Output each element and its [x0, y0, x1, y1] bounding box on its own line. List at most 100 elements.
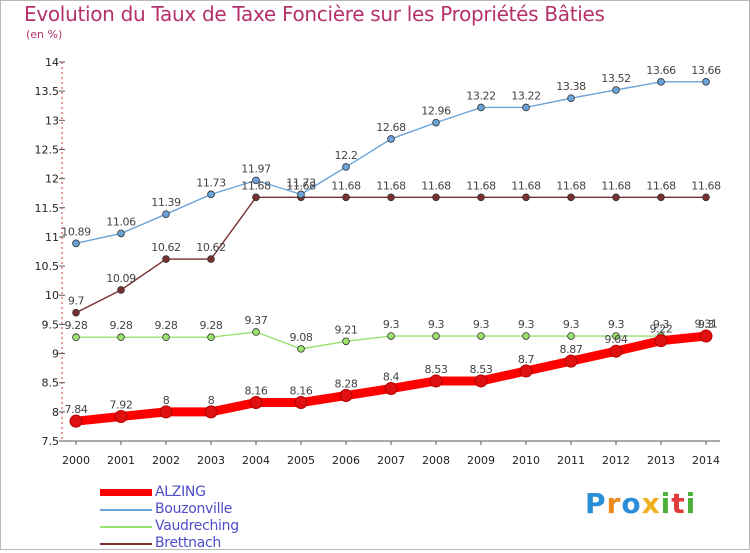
data-label: 11.68 [466, 179, 496, 192]
logo-letter: o [621, 487, 642, 520]
y-tick-label: 13.5 [35, 85, 60, 98]
x-tick-label: 2001 [107, 454, 135, 467]
data-label: 9.31 [695, 317, 718, 330]
data-point [162, 255, 170, 263]
data-point [522, 332, 530, 340]
data-label: 13.38 [556, 80, 586, 93]
y-tick-label: 11 [45, 231, 59, 244]
y-tick-label: 12 [45, 173, 59, 186]
data-point [654, 334, 668, 348]
data-label: 9.3 [473, 318, 490, 331]
data-label: 10.62 [151, 241, 181, 254]
data-point [384, 382, 398, 396]
chart-unit: (en %) [26, 28, 63, 41]
chart-title: Evolution du Taux de Taxe Foncière sur l… [24, 2, 605, 26]
data-point [294, 396, 308, 410]
data-label: 8.53 [470, 363, 493, 376]
data-point [657, 193, 665, 202]
x-tick-label: 2003 [197, 454, 225, 467]
data-point [612, 332, 620, 340]
data-point [117, 333, 125, 342]
data-point [297, 345, 305, 353]
data-label: 11.68 [421, 179, 451, 192]
data-point [522, 103, 530, 112]
data-label: 8.87 [560, 343, 583, 356]
data-point [159, 405, 173, 419]
data-point [117, 229, 125, 238]
x-tick-label: 2013 [647, 454, 675, 467]
data-point [612, 193, 620, 202]
legend-swatch [100, 509, 152, 511]
legend-swatch [100, 543, 152, 545]
data-label: 9.22 [650, 323, 673, 336]
data-point [342, 163, 350, 171]
legend-label: ALZING [155, 484, 206, 500]
data-point [207, 333, 215, 342]
logo-letter: i [660, 487, 672, 520]
data-point [567, 332, 575, 340]
data-point [252, 328, 260, 336]
y-tick-label: 8.5 [42, 377, 60, 390]
y-tick-label: 9.5 [42, 318, 60, 331]
y-tick-label: 10 [45, 289, 59, 302]
data-point [69, 414, 83, 428]
data-label: 8.53 [425, 363, 448, 376]
data-label: 13.22 [466, 89, 496, 102]
data-point [657, 78, 665, 86]
data-point [612, 86, 620, 94]
legend-label: Vaudreching [155, 518, 239, 534]
data-label: 10.89 [61, 225, 91, 238]
data-point [72, 239, 80, 248]
data-point [252, 176, 260, 185]
data-label: 8 [208, 394, 215, 407]
x-tick-label: 2007 [377, 454, 405, 467]
data-label: 7.84 [65, 403, 88, 416]
data-point [432, 118, 440, 127]
data-label: 10.62 [196, 241, 226, 254]
x-tick-label: 2005 [287, 454, 315, 467]
data-point [162, 333, 170, 342]
data-label: 9.21 [335, 323, 358, 336]
y-tick-label: 13 [45, 114, 59, 127]
data-point [339, 389, 353, 403]
data-point [519, 364, 533, 378]
data-point [342, 337, 350, 346]
data-point [207, 190, 215, 199]
data-point [522, 193, 530, 202]
data-point [252, 193, 260, 202]
logo-letter: t [671, 487, 686, 520]
data-label: 11.68 [241, 179, 271, 192]
data-point [567, 94, 575, 102]
legend-label: Brettnach [155, 535, 221, 551]
data-point [117, 286, 125, 294]
series-line-bouzonville [75, 81, 707, 245]
logo-letter: x [641, 487, 661, 520]
data-label: 12.2 [335, 149, 358, 162]
data-label: 11.68 [601, 179, 631, 192]
data-label: 11.68 [646, 179, 676, 192]
data-label: 13.52 [601, 72, 631, 85]
data-point [387, 135, 395, 143]
data-label: 9.3 [698, 318, 715, 331]
data-point [477, 193, 485, 202]
data-label: 7.92 [110, 399, 133, 412]
data-label: 11.68 [556, 179, 586, 192]
data-label: 9.3 [653, 318, 670, 331]
y-tick-label: 11.5 [35, 202, 60, 215]
logo-letter: i [685, 487, 697, 520]
x-tick-label: 2004 [242, 454, 270, 467]
data-point [387, 193, 395, 202]
data-label: 11.73 [196, 176, 226, 189]
y-tick-label: 7.5 [42, 435, 60, 448]
data-point [702, 193, 710, 202]
data-point [474, 374, 488, 388]
data-label: 9.28 [155, 319, 178, 332]
x-tick-label: 2000 [62, 454, 90, 467]
data-label: 8.16 [290, 385, 313, 398]
data-label: 12.96 [421, 105, 451, 118]
y-tick-label: 8 [52, 406, 59, 419]
data-label: 9.28 [65, 319, 88, 332]
y-tick-label: 9 [52, 348, 59, 361]
data-label: 11.39 [151, 196, 181, 209]
